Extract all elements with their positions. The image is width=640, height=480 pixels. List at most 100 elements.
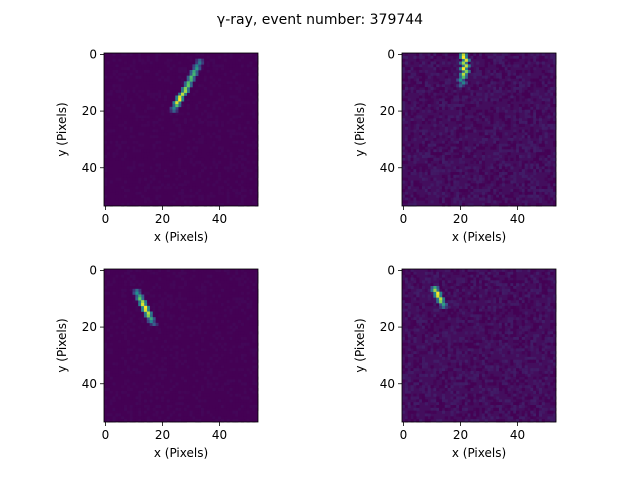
noise-cell (533, 55, 537, 59)
noise-cell (413, 89, 417, 93)
noise-cell (484, 112, 488, 116)
noise-cell (112, 132, 116, 136)
noise-cell (453, 72, 457, 76)
noise-cell (550, 197, 554, 201)
noise-cell (218, 388, 222, 392)
noise-cell (419, 163, 423, 167)
track-halo-cell (181, 87, 185, 91)
noise-cell (220, 149, 225, 153)
noise-cell (163, 186, 168, 190)
noise-cell (126, 75, 130, 79)
noise-cell (209, 294, 213, 298)
noise-cell (249, 385, 253, 389)
noise-cell (121, 314, 125, 318)
noise-cell (464, 155, 468, 159)
noise-cell (115, 89, 119, 93)
noise-cell (470, 194, 474, 198)
noise-cell (536, 183, 540, 187)
noise-cell (149, 106, 153, 110)
noise-cell (252, 379, 256, 383)
noise-cell (155, 388, 159, 392)
noise-cell (456, 305, 460, 309)
noise-cell (186, 390, 190, 394)
noise-cell (487, 126, 491, 130)
noise-cell (166, 140, 170, 144)
noise-cell (123, 174, 128, 178)
noise-cell (541, 166, 545, 170)
noise-cell (106, 345, 111, 349)
noise-cell (158, 308, 162, 312)
noise-cell (195, 53, 199, 57)
noise-cell (252, 89, 256, 93)
noise-cell (516, 203, 520, 207)
noise-cell (246, 98, 250, 102)
noise-cell (252, 115, 256, 119)
track-halo-cell (195, 58, 199, 62)
noise-cell (189, 303, 193, 307)
noise-cell (195, 140, 199, 144)
noise-cell (501, 291, 505, 295)
noise-cell (496, 72, 500, 76)
noise-cell (186, 405, 190, 409)
noise-cell (518, 163, 523, 167)
noise-cell (109, 399, 113, 403)
noise-cell (538, 121, 543, 125)
noise-cell (538, 129, 543, 133)
noise-cell (212, 67, 216, 71)
noise-cell (436, 194, 440, 198)
noise-cell (200, 308, 205, 312)
noise-cell (215, 123, 219, 127)
noise-cell (200, 410, 205, 414)
noise-cell (198, 84, 202, 88)
noise-cell (541, 81, 545, 85)
noise-cell (447, 297, 451, 301)
noise-cell (172, 271, 176, 275)
noise-cell (424, 75, 428, 79)
noise-cell (178, 274, 182, 278)
track-halo-cell (181, 98, 185, 102)
noise-cell (206, 320, 210, 324)
noise-cell (129, 413, 133, 417)
noise-cell (189, 385, 193, 389)
noise-cell (427, 269, 431, 273)
noise-cell (175, 314, 179, 318)
noise-cell (206, 123, 210, 127)
noise-cell (441, 160, 446, 164)
noise-cell (141, 160, 145, 164)
noise-cell (524, 106, 528, 110)
noise-cell (255, 277, 259, 281)
noise-cell (118, 362, 122, 366)
noise-cell (441, 189, 446, 193)
noise-cell (183, 405, 188, 409)
noise-cell (192, 308, 196, 312)
noise-cell (232, 311, 236, 315)
noise-cell (226, 402, 230, 406)
noise-cell (518, 123, 523, 127)
noise-cell (496, 277, 500, 281)
noise-cell (238, 169, 242, 173)
noise-cell (118, 157, 122, 161)
noise-cell (109, 419, 113, 423)
track-halo-cell (175, 106, 179, 110)
noise-cell (547, 169, 551, 173)
noise-cell (504, 174, 508, 178)
noise-cell (218, 138, 222, 142)
noise-cell (215, 419, 219, 423)
noise-cell (163, 314, 168, 318)
noise-cell (203, 87, 207, 91)
noise-cell (212, 143, 216, 147)
noise-cell (235, 277, 239, 281)
noise-cell (427, 101, 431, 105)
noise-cell (240, 101, 245, 105)
noise-cell (203, 101, 207, 105)
noise-cell (163, 183, 168, 187)
noise-cell (158, 166, 162, 170)
noise-cell (198, 149, 202, 153)
noise-cell (123, 407, 128, 411)
noise-cell (476, 123, 480, 127)
noise-cell (433, 92, 437, 96)
noise-cell (232, 354, 236, 358)
track-cell (146, 314, 150, 318)
noise-cell (507, 58, 511, 62)
noise-cell (209, 379, 213, 383)
